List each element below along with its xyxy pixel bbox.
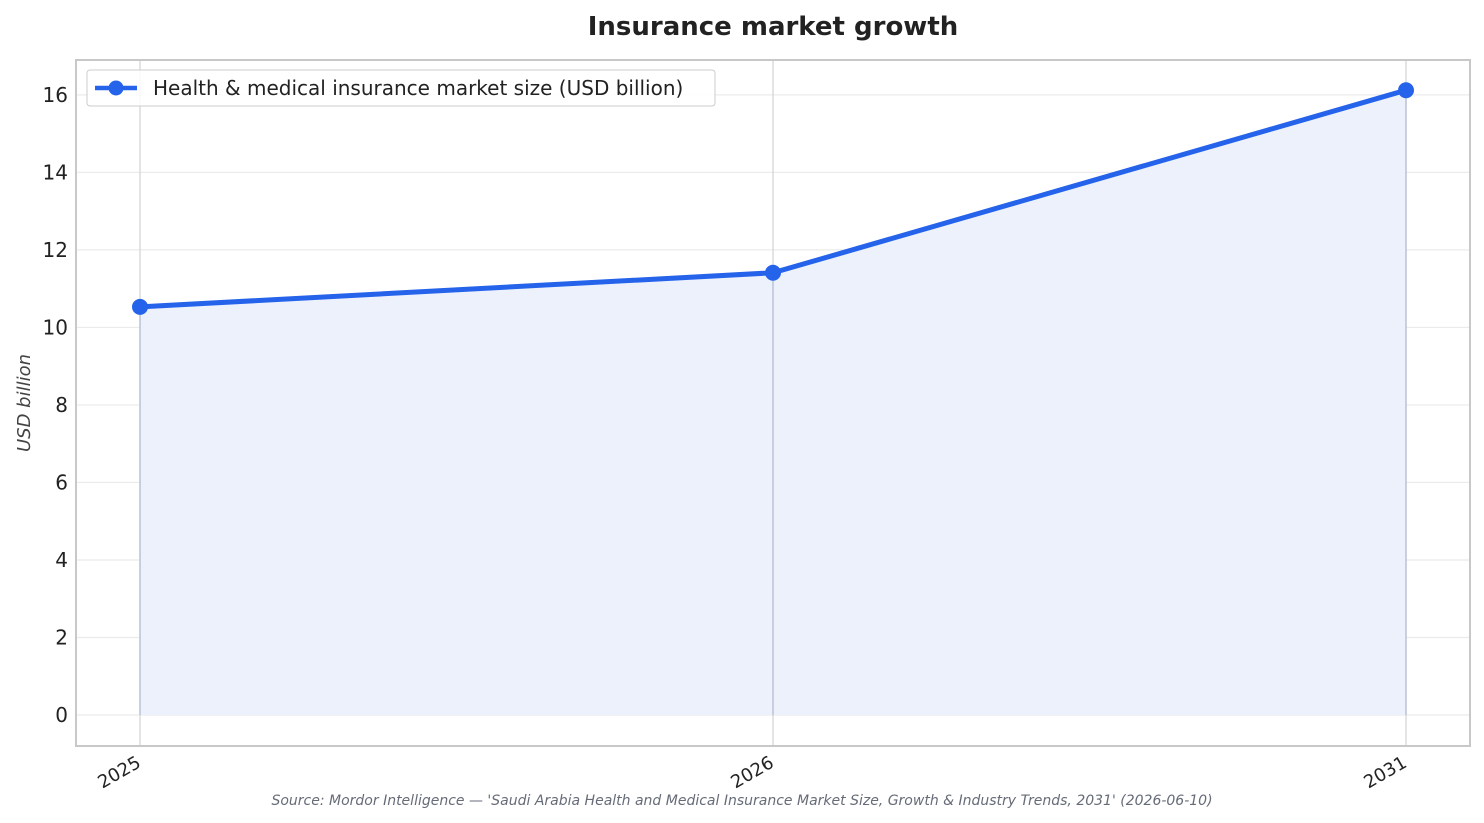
plot-frame — [75, 59, 1471, 747]
legend-label: Health & medical insurance market size (… — [153, 76, 683, 100]
y-axis-label: USD billion — [14, 354, 35, 452]
data-point[interactable] — [1398, 82, 1414, 99]
legend-marker-swatch — [108, 80, 124, 96]
y-tick-label-layer: 0 2 4 6 8 10 12 14 16 — [43, 83, 68, 727]
chart-title: Insurance market growth — [588, 12, 959, 42]
legend[interactable]: Health & medical insurance market size (… — [86, 69, 716, 107]
y-tick-label: 8 — [55, 393, 68, 417]
data-point[interactable] — [132, 298, 148, 315]
data-point[interactable] — [765, 264, 781, 281]
point-layer — [132, 82, 1414, 315]
x-tick-label-layer: 2025 2026 2031 — [94, 752, 1410, 793]
area-layer — [139, 90, 1407, 715]
y-tick-label: 0 — [55, 703, 68, 727]
y-tick-label: 10 — [43, 315, 68, 339]
y-tick-label: 4 — [55, 548, 68, 572]
y-tick-label: 12 — [43, 238, 68, 262]
x-tick-label: 2026 — [727, 752, 777, 793]
y-tick-label: 16 — [43, 83, 68, 107]
y-tick-label: 14 — [43, 160, 68, 184]
y-tick-label: 6 — [55, 470, 68, 494]
y-tick-label: 2 — [55, 625, 68, 649]
x-tick-label: 2025 — [94, 752, 144, 793]
source-note: Source: Mordor Intelligence — 'Saudi Ara… — [271, 793, 1212, 809]
x-tick-label: 2031 — [1360, 752, 1410, 793]
frame-layer — [75, 59, 1471, 747]
legend-box — [86, 69, 716, 107]
